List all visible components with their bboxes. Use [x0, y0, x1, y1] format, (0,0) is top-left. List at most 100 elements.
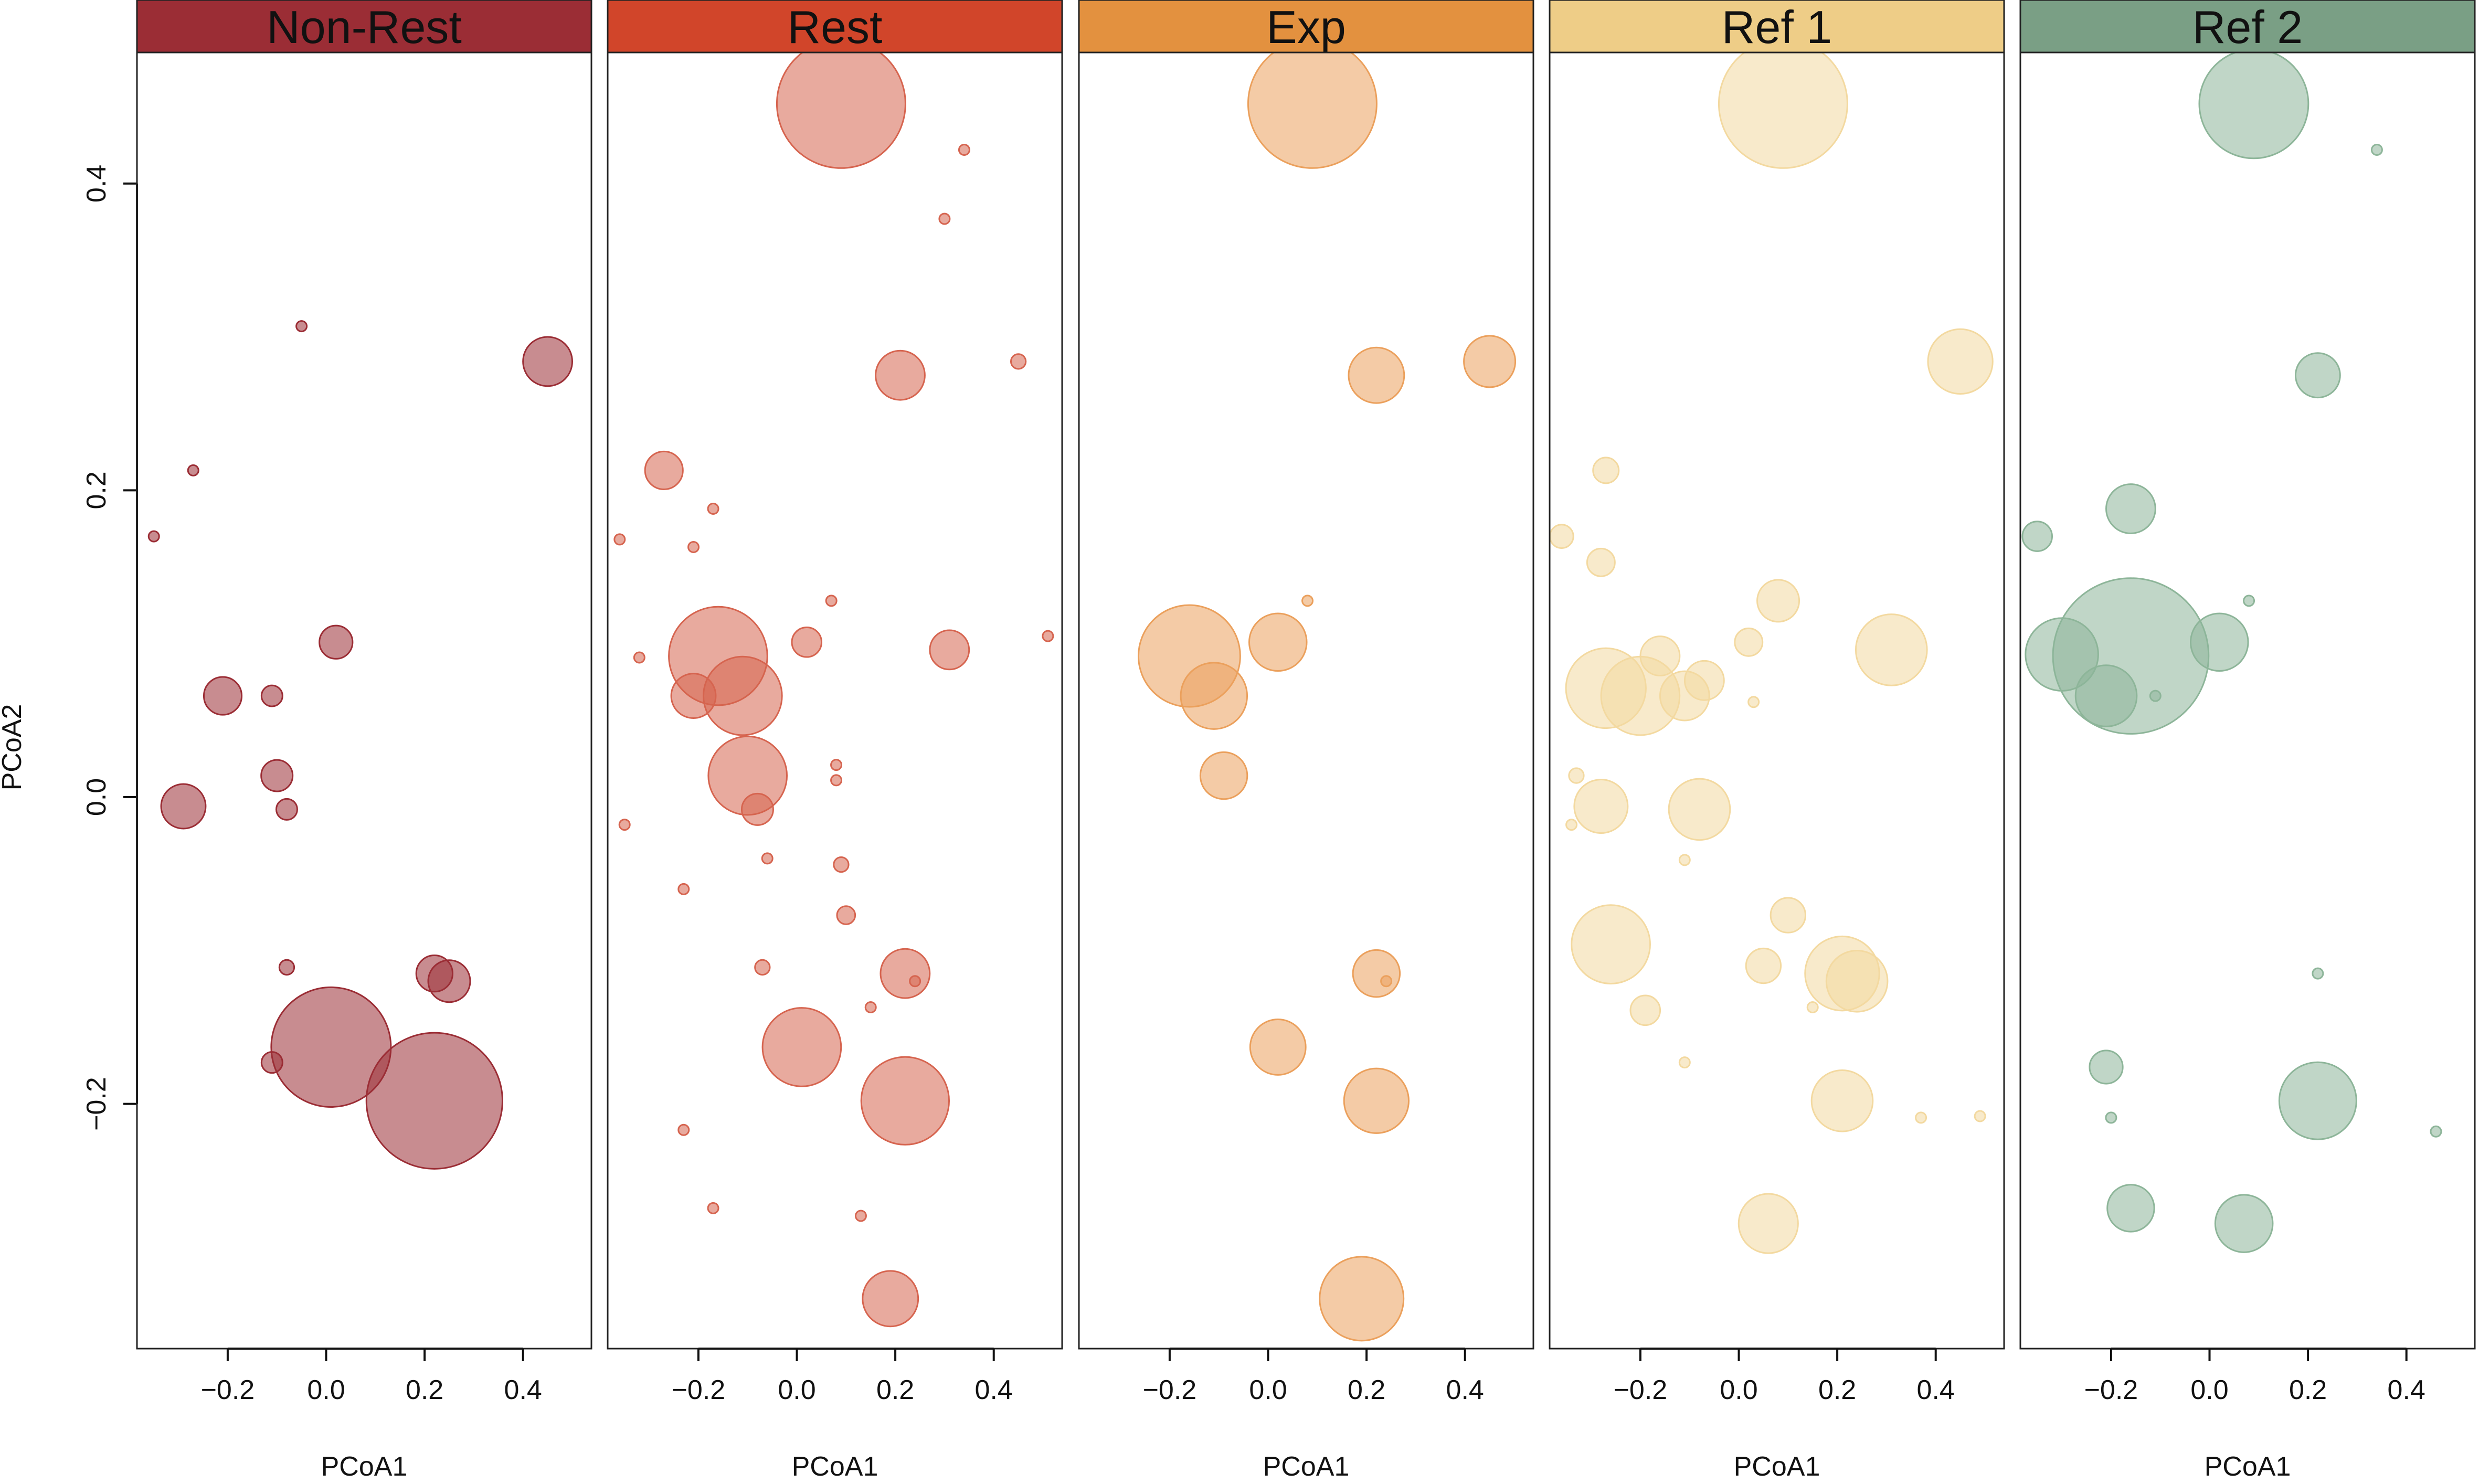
data-point [365, 1032, 503, 1170]
x-tick-label: 0.0 [307, 1375, 345, 1405]
y-axis: −0.2 0.0 0.2 0.4 [81, 165, 138, 1131]
x-tick-label: 0.0 [1720, 1375, 1757, 1405]
data-point [929, 629, 970, 671]
data-point [2025, 617, 2099, 692]
data-point [270, 986, 392, 1108]
x-tick-label: 0.4 [504, 1375, 542, 1405]
x-tick-label: 0.2 [876, 1375, 914, 1405]
data-point [1678, 854, 1691, 866]
data-point [1770, 897, 1806, 934]
x-axis-title: PCoA1 [1734, 1451, 1820, 1482]
data-point [862, 1270, 919, 1328]
data-point [1806, 1001, 1819, 1013]
data-point [2312, 967, 2324, 980]
data-point [1639, 635, 1681, 677]
panel-header [136, 0, 592, 54]
data-point [1249, 1019, 1307, 1076]
data-point [1974, 1110, 1986, 1122]
data-point [1683, 660, 1725, 701]
x-tick-label: 0.4 [1917, 1375, 1955, 1405]
y-tick-label: 0.2 [81, 471, 112, 509]
data-point [147, 530, 160, 543]
data-point [522, 336, 574, 387]
y-tick-label: 0.0 [81, 778, 112, 816]
x-tick-label: −0.2 [2084, 1375, 2138, 1405]
x-tick-label: 0.2 [2289, 1375, 2327, 1405]
data-point [618, 819, 631, 831]
data-point [830, 759, 843, 771]
x-tick-label: 0.2 [406, 1375, 443, 1405]
data-point [1042, 630, 1054, 642]
data-point [1825, 949, 1889, 1013]
x-tick-label: 0.4 [1446, 1375, 1484, 1405]
data-point [909, 975, 921, 988]
data-point [938, 213, 951, 225]
data-point [754, 959, 771, 976]
data-point [854, 1210, 867, 1222]
data-point [670, 673, 717, 719]
data-point [677, 883, 690, 895]
data-point [260, 684, 283, 707]
panel-points [1550, 52, 1994, 1254]
x-tick-label: 0.2 [1348, 1375, 1385, 1405]
data-point [776, 52, 906, 169]
data-point [1734, 627, 1764, 657]
x-axis-title: PCoA1 [2205, 1451, 2291, 1482]
data-point [1718, 52, 1848, 169]
data-point [791, 626, 823, 658]
x-tick-label: −0.2 [201, 1375, 255, 1405]
data-point [830, 774, 843, 787]
data-point [687, 541, 700, 554]
data-point [1927, 328, 1994, 395]
data-point [1348, 346, 1405, 404]
panel-header-label: Non-Rest [267, 1, 462, 53]
data-point [203, 676, 243, 716]
data-point [1915, 1111, 1927, 1124]
data-point [1199, 751, 1248, 800]
x-tick-label: −0.2 [672, 1375, 726, 1405]
data-point [275, 798, 298, 821]
panel-header [1549, 0, 2005, 54]
panel-non-rest: Non-Rest −0.2 0.0 0.2 0.4 PCoA1 [136, 0, 592, 1482]
panel-header [2019, 0, 2476, 54]
data-point [2105, 1111, 2117, 1124]
data-point [2278, 1061, 2357, 1140]
data-point [2370, 143, 2383, 156]
data-point [761, 1007, 842, 1087]
x-tick-label: 0.0 [778, 1375, 815, 1405]
panel-points [613, 52, 1054, 1328]
data-point [1668, 778, 1731, 841]
data-point [187, 464, 199, 476]
panel-header-label: Ref 2 [2192, 1, 2303, 53]
data-point [633, 651, 645, 664]
data-point [860, 1056, 950, 1146]
data-point [2430, 1125, 2442, 1138]
data-point [2149, 690, 2162, 702]
data-point [2106, 1184, 2155, 1233]
x-axis-title: PCoA1 [792, 1451, 878, 1482]
data-point [1247, 52, 1378, 169]
panel-ref-1: Ref 1 −0.2 0.0 0.2 0.4 PCoA1 [1549, 0, 2005, 1482]
panel-points [147, 320, 574, 1170]
panel-ref-2: Ref 2 −0.2 0.0 0.2 0.4 PCoA1 [2019, 0, 2476, 1482]
data-point [2021, 521, 2053, 552]
data-point [2074, 664, 2138, 727]
data-point [864, 1001, 877, 1013]
data-point [1248, 612, 1308, 672]
data-point [295, 320, 308, 333]
data-point [1678, 1056, 1691, 1069]
data-point [707, 1202, 719, 1214]
panel-header-label: Ref 1 [1722, 1, 1832, 53]
data-point [1810, 1069, 1874, 1132]
y-tick-label: 0.4 [81, 165, 112, 203]
x-axis-title: PCoA1 [321, 1451, 408, 1482]
data-point [875, 349, 926, 401]
data-point [1568, 767, 1585, 784]
data-point [1756, 579, 1800, 623]
data-point [707, 502, 719, 515]
panel-header-label: Exp [1266, 1, 1346, 53]
data-point [2214, 1194, 2274, 1253]
data-point [2105, 483, 2156, 534]
data-point [2189, 612, 2249, 672]
